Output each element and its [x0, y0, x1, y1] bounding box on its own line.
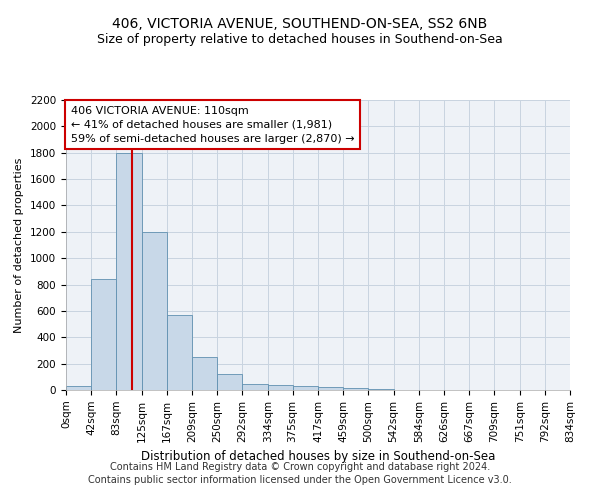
Bar	[167, 315, 193, 390]
Bar	[242, 384, 268, 390]
Bar	[217, 374, 242, 390]
Bar	[116, 152, 142, 390]
Bar	[66, 386, 91, 390]
Text: Contains HM Land Registry data © Crown copyright and database right 2024.: Contains HM Land Registry data © Crown c…	[110, 462, 490, 472]
Text: Size of property relative to detached houses in Southend-on-Sea: Size of property relative to detached ho…	[97, 32, 503, 46]
Bar	[142, 232, 167, 390]
Y-axis label: Number of detached properties: Number of detached properties	[14, 158, 25, 332]
Bar	[293, 386, 318, 390]
Text: 406, VICTORIA AVENUE, SOUTHEND-ON-SEA, SS2 6NB: 406, VICTORIA AVENUE, SOUTHEND-ON-SEA, S…	[112, 18, 488, 32]
Bar	[318, 388, 343, 390]
Bar	[193, 357, 217, 390]
Bar	[91, 280, 116, 390]
Text: Contains public sector information licensed under the Open Government Licence v3: Contains public sector information licen…	[88, 475, 512, 485]
Bar	[343, 388, 368, 390]
Bar	[268, 386, 293, 390]
Text: 406 VICTORIA AVENUE: 110sqm
← 41% of detached houses are smaller (1,981)
59% of : 406 VICTORIA AVENUE: 110sqm ← 41% of det…	[71, 106, 355, 144]
X-axis label: Distribution of detached houses by size in Southend-on-Sea: Distribution of detached houses by size …	[141, 450, 495, 463]
